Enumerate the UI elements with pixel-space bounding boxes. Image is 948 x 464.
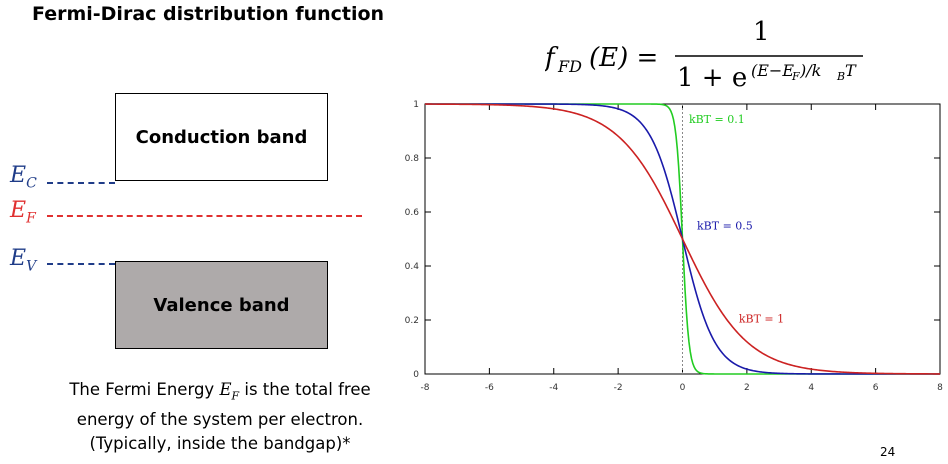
caption-line-2: energy of the system per electron. [76, 410, 364, 430]
series-label-0: kBT = 0.1 [689, 113, 745, 126]
y-tick-label: 0 [413, 370, 419, 380]
valence-band-label: Valence band [153, 294, 290, 316]
formula-denominator: 1 + e [677, 63, 747, 92]
formula-exponent-sub: F [791, 70, 800, 83]
x-tick-label: 8 [937, 383, 943, 393]
caption: The Fermi Energy EF is the total free en… [0, 378, 440, 456]
page-number: 24 [880, 445, 896, 459]
x-tick-label: 0 [680, 383, 686, 393]
x-tick-label: 4 [808, 383, 814, 393]
ev-dashed-line [47, 263, 115, 265]
y-tick-label: 0.6 [405, 208, 420, 218]
formula-numerator: 1 [753, 17, 770, 47]
caption-line-3: (Typically, inside the bandgap)* [89, 434, 351, 454]
fermi-dirac-formula: f FD (E) = 1 1 + e (E−E F )/k B T [545, 17, 863, 92]
series-label-1: kBT = 0.5 [697, 220, 753, 233]
ef-dashed-line [47, 215, 362, 217]
y-tick-label: 0.8 [405, 154, 420, 164]
formula-arg: (E) = [589, 43, 658, 73]
formula-exponent-tail: )/k [799, 61, 821, 80]
x-tick-label: 6 [873, 383, 879, 393]
slide-title: Fermi-Dirac distribution function [32, 3, 385, 25]
ec-dashed-line [47, 182, 115, 184]
formula-exponent: (E−E [751, 61, 794, 80]
ev-label: EV [10, 246, 37, 275]
formula-exponent-sub2: B [836, 70, 845, 83]
series-label-2: kBT = 1 [739, 313, 784, 326]
formula-exponent-end: T [845, 61, 857, 80]
conduction-band-label: Conduction band [135, 126, 308, 148]
conduction-band: Conduction band [115, 93, 328, 181]
valence-band: Valence band [115, 261, 328, 349]
ef-label: EF [10, 198, 36, 227]
series-line-2 [425, 103, 940, 375]
fermi-dirac-chart: -8 -6 -4 -2 0 2 4 6 8 0 0.2 0.4 0.6 0.8 1 kBT = 0.1 kBT … [405, 100, 943, 393]
y-tick-label: 1 [413, 100, 419, 110]
x-tick-label: -4 [549, 383, 558, 393]
formula-f: f [545, 43, 559, 73]
x-tick-label: -6 [485, 383, 494, 393]
y-tick-label: 0.2 [405, 316, 419, 326]
ec-label: EC [10, 163, 37, 192]
formula-f-sub: FD [557, 57, 582, 76]
x-tick-label: -2 [614, 383, 623, 393]
x-tick-label: 2 [744, 383, 750, 393]
caption-line-1: The Fermi Energy EF is the total free [69, 380, 371, 403]
y-tick-label: 0.4 [405, 262, 420, 272]
x-tick-label: -8 [421, 383, 430, 393]
